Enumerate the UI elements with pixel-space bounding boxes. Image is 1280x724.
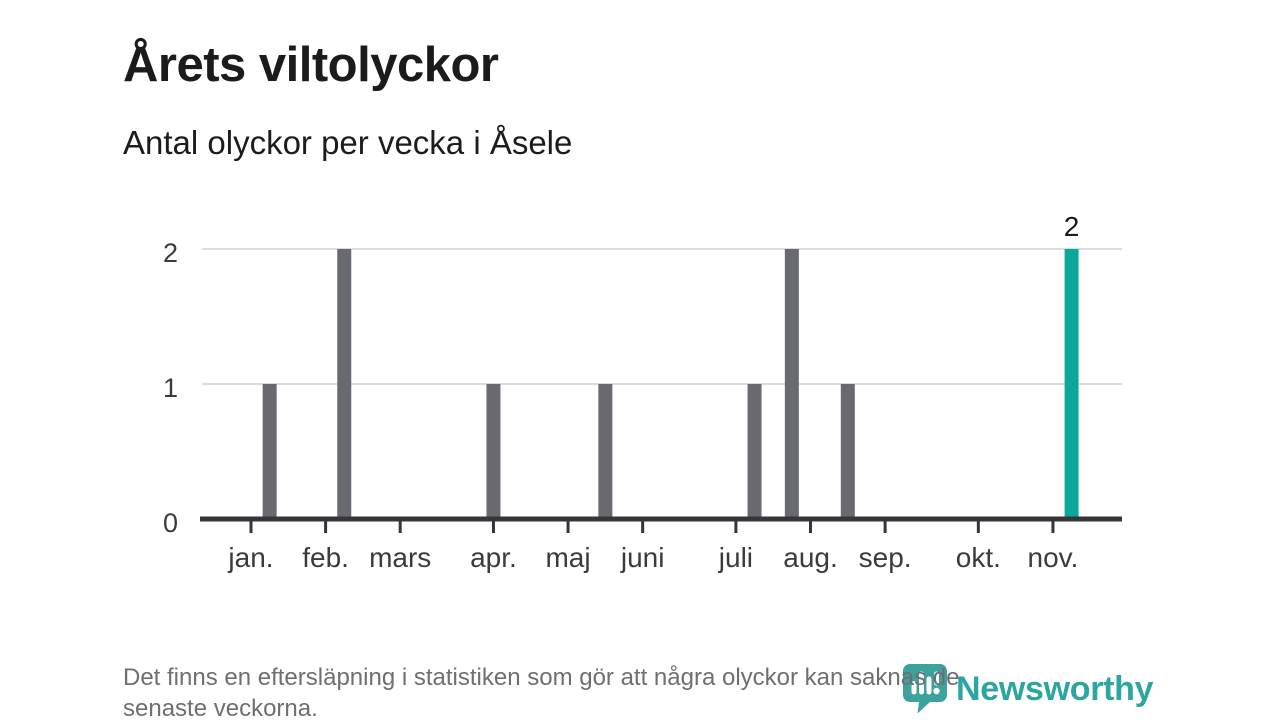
newsworthy-wordmark: Newsworthy <box>956 669 1154 708</box>
bar <box>486 384 501 519</box>
logo-bar-tall <box>919 671 924 695</box>
chart-subtitle: Antal olyckor per vecka i Åsele <box>123 124 573 161</box>
y-axis-label: 0 <box>163 508 178 538</box>
x-axis-month-label: nov. <box>1028 542 1079 573</box>
weekly-accidents-bar-chart: 0 1 2 jan. feb. mars apr. maj juni juli aug. sep. ok… <box>163 211 1122 573</box>
x-axis-month-label: juni <box>620 542 665 573</box>
bar-value-label: 2 <box>1064 211 1080 242</box>
newsworthy-logo: Newsworthy <box>903 664 1154 714</box>
x-axis-month-label: jan. <box>227 542 273 573</box>
x-axis-month-label: mars <box>369 542 431 573</box>
x-axis-month-label: feb. <box>302 542 349 573</box>
x-axis-month-label: aug. <box>783 542 838 573</box>
footnote-line-2: senaste veckorna. <box>123 695 318 722</box>
footnote-line-1: Det finns en eftersläpning i statistiken… <box>123 664 960 691</box>
y-axis-label: 1 <box>163 373 178 403</box>
bar <box>840 384 855 519</box>
bar <box>337 249 352 519</box>
footnote: Det finns en eftersläpning i statistiken… <box>123 662 959 724</box>
x-axis-month-label: sep. <box>859 542 912 573</box>
x-axis-month-label: juli <box>718 542 753 573</box>
x-axis-month-label: okt. <box>956 542 1001 573</box>
bar <box>747 384 762 519</box>
logo-bar-short <box>911 681 917 695</box>
x-axis-month-label: apr. <box>470 542 517 573</box>
x-axis-month-label: maj <box>545 542 590 573</box>
bar <box>598 384 613 519</box>
bar <box>262 384 277 519</box>
y-axis-label: 2 <box>163 238 178 268</box>
bar-highlighted <box>1064 249 1079 519</box>
newsworthy-pin-barchart-icon <box>903 664 947 714</box>
logo-bar-medium <box>926 676 932 695</box>
chart-title: Årets viltolyckor <box>123 37 499 92</box>
bar <box>784 249 799 519</box>
logo-exclamation-bar <box>934 671 939 686</box>
logo-exclamation-dot <box>933 687 940 695</box>
